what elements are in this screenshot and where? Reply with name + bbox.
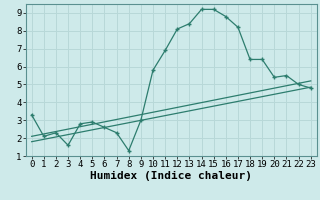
X-axis label: Humidex (Indice chaleur): Humidex (Indice chaleur) <box>90 171 252 181</box>
